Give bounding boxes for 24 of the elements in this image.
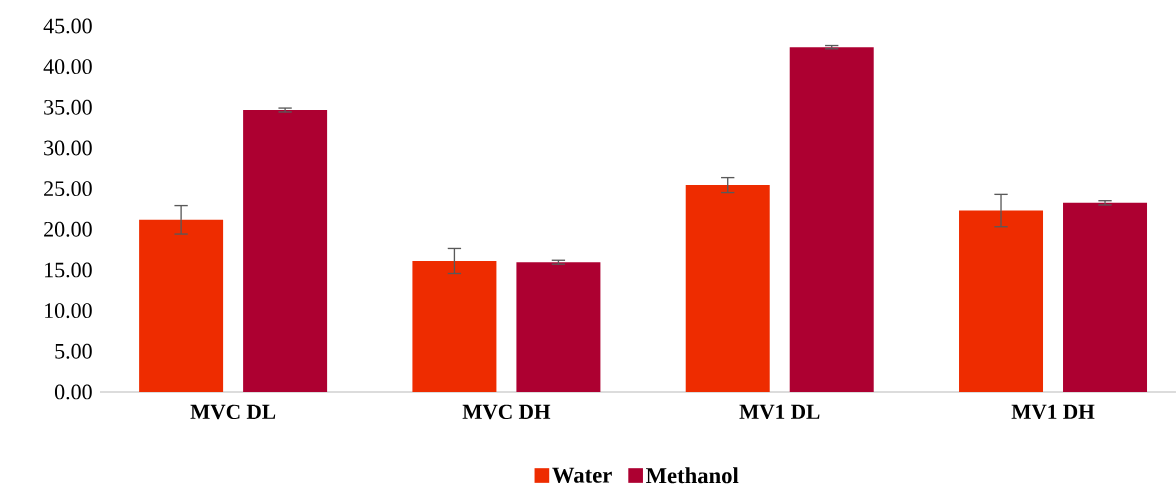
y-tick-label: 15.00 xyxy=(45,262,92,278)
y-tick-label: 30.00 xyxy=(44,140,92,156)
y-tick-label: 20.00 xyxy=(44,221,92,237)
legend-label: Water xyxy=(552,467,612,483)
bar xyxy=(139,219,224,392)
y-tick-label: 40.00 xyxy=(43,59,92,75)
x-tick-label: MVC DH xyxy=(462,404,551,420)
y-tick-label: 25.00 xyxy=(44,181,92,197)
bar xyxy=(959,210,1044,392)
x-tick-label: MV1 DH xyxy=(1011,404,1095,420)
bar xyxy=(516,262,601,392)
bar xyxy=(412,260,497,392)
y-tick-label: 0.00 xyxy=(54,384,92,400)
legend-label: Methanol xyxy=(646,467,739,484)
bar xyxy=(685,185,770,392)
bar xyxy=(1063,202,1148,392)
bar xyxy=(243,110,328,392)
y-tick-label: 5.00 xyxy=(55,343,92,359)
y-tick-label: 10.00 xyxy=(45,303,92,319)
bar xyxy=(789,47,874,392)
y-tick-label: 35.00 xyxy=(44,99,92,115)
x-tick-label: MV1 DL xyxy=(739,404,820,420)
x-tick-label: MVC DL xyxy=(190,404,276,420)
y-tick-label: 45.00 xyxy=(43,18,92,34)
